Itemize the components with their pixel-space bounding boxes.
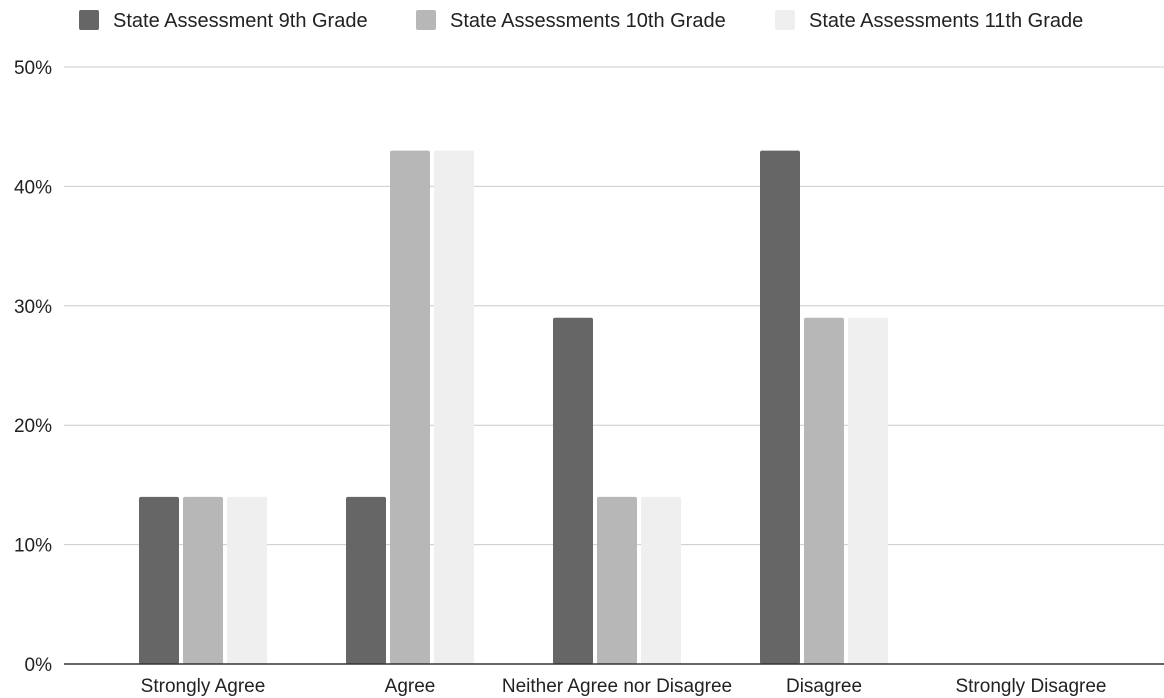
bar <box>553 317 593 664</box>
legend: State Assessment 9th Grade State Assessme… <box>79 10 1083 32</box>
bar <box>227 496 267 664</box>
legend-label: State Assessments 11th Grade <box>809 10 1083 32</box>
x-tick-label: Disagree <box>786 676 862 697</box>
y-tick-label: 20% <box>14 416 52 437</box>
bar <box>641 496 681 664</box>
bar <box>597 496 637 664</box>
bar <box>139 496 179 664</box>
legend-swatch <box>79 10 99 30</box>
gridlines <box>64 66 1164 546</box>
legend-swatch <box>416 10 436 30</box>
legend-swatch <box>775 10 795 30</box>
y-tick-label: 0% <box>25 655 53 676</box>
legend-label: State Assessments 10th Grade <box>450 10 726 32</box>
bar <box>760 150 800 664</box>
x-tick-label: Agree <box>385 676 436 697</box>
bar <box>804 317 844 664</box>
y-tick-label: 50% <box>14 58 52 79</box>
y-tick-label: 40% <box>14 177 52 198</box>
bar <box>390 150 430 664</box>
x-tick-label: Strongly Agree <box>141 676 266 697</box>
bar <box>434 150 474 664</box>
y-tick-label: 30% <box>14 297 52 318</box>
bar <box>183 496 223 664</box>
y-tick-label: 10% <box>14 536 52 557</box>
bar <box>848 317 888 664</box>
bar <box>346 496 386 664</box>
x-tick-label: Strongly Disagree <box>955 676 1106 697</box>
bars <box>139 150 888 664</box>
axes: 0% 10% 20% 30% 40% 50% Strongly Agree Agree Neit… <box>14 58 1164 697</box>
x-tick-label: Neither Agree nor Disagree <box>502 676 732 697</box>
legend-label: State Assessment 9th Grade <box>113 10 368 32</box>
